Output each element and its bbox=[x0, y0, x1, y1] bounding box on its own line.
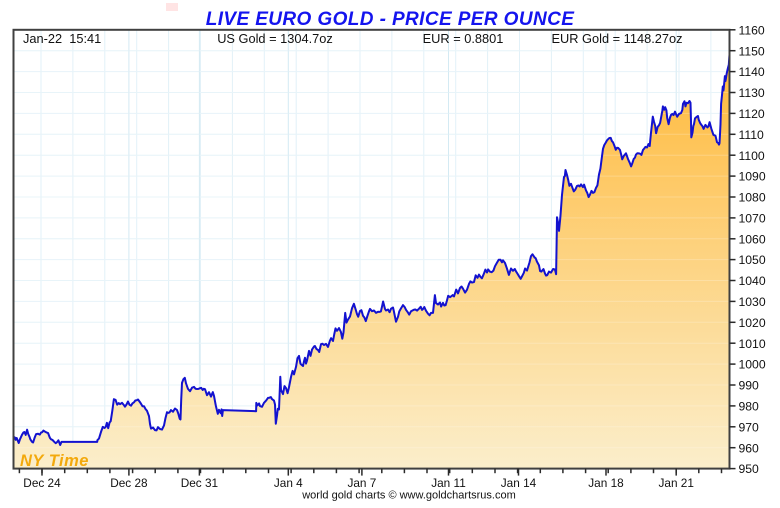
svg-text:Jan-22 15:41: Jan-22 15:41 bbox=[23, 31, 101, 46]
svg-text:Jan 21: Jan 21 bbox=[658, 476, 693, 490]
svg-text:1130: 1130 bbox=[739, 86, 765, 100]
svg-text:1150: 1150 bbox=[739, 44, 765, 58]
svg-text:1110: 1110 bbox=[739, 128, 765, 142]
svg-text:EUR = 0.8801: EUR = 0.8801 bbox=[423, 31, 504, 46]
svg-text:1020: 1020 bbox=[739, 316, 766, 330]
svg-text:970: 970 bbox=[739, 420, 760, 434]
svg-text:960: 960 bbox=[739, 441, 760, 455]
svg-text:Dec 24: Dec 24 bbox=[23, 476, 61, 490]
svg-text:Dec 28: Dec 28 bbox=[110, 476, 148, 490]
svg-text:1010: 1010 bbox=[739, 337, 766, 351]
svg-text:1160: 1160 bbox=[739, 23, 765, 37]
svg-text:Jan 7: Jan 7 bbox=[347, 476, 376, 490]
svg-text:980: 980 bbox=[739, 400, 760, 414]
svg-text:Jan 11: Jan 11 bbox=[431, 476, 466, 490]
svg-text:Dec 31: Dec 31 bbox=[181, 476, 218, 490]
svg-text:1030: 1030 bbox=[739, 295, 766, 309]
svg-text:1090: 1090 bbox=[739, 170, 766, 184]
svg-text:1060: 1060 bbox=[739, 232, 766, 246]
svg-text:US Gold = 1304.7oz: US Gold = 1304.7oz bbox=[217, 31, 333, 46]
svg-text:1080: 1080 bbox=[739, 191, 766, 205]
svg-text:1000: 1000 bbox=[739, 358, 766, 372]
svg-text:1050: 1050 bbox=[739, 253, 766, 267]
svg-text:1070: 1070 bbox=[739, 212, 766, 226]
svg-text:EUR Gold = 1148.27oz: EUR Gold = 1148.27oz bbox=[551, 31, 682, 46]
svg-text:1040: 1040 bbox=[739, 274, 766, 288]
svg-text:950: 950 bbox=[739, 462, 760, 476]
svg-text:1140: 1140 bbox=[739, 65, 765, 79]
svg-text:1120: 1120 bbox=[739, 107, 765, 121]
svg-text:Jan 4: Jan 4 bbox=[274, 476, 303, 490]
svg-text:Jan 18: Jan 18 bbox=[588, 476, 624, 490]
svg-text:Jan 14: Jan 14 bbox=[501, 476, 537, 490]
svg-text:1100: 1100 bbox=[739, 149, 765, 163]
svg-text:990: 990 bbox=[739, 379, 760, 393]
svg-text:NY Time: NY Time bbox=[20, 452, 89, 470]
svg-text:world gold charts © www.goldch: world gold charts © www.goldchartsrus.co… bbox=[301, 490, 516, 502]
